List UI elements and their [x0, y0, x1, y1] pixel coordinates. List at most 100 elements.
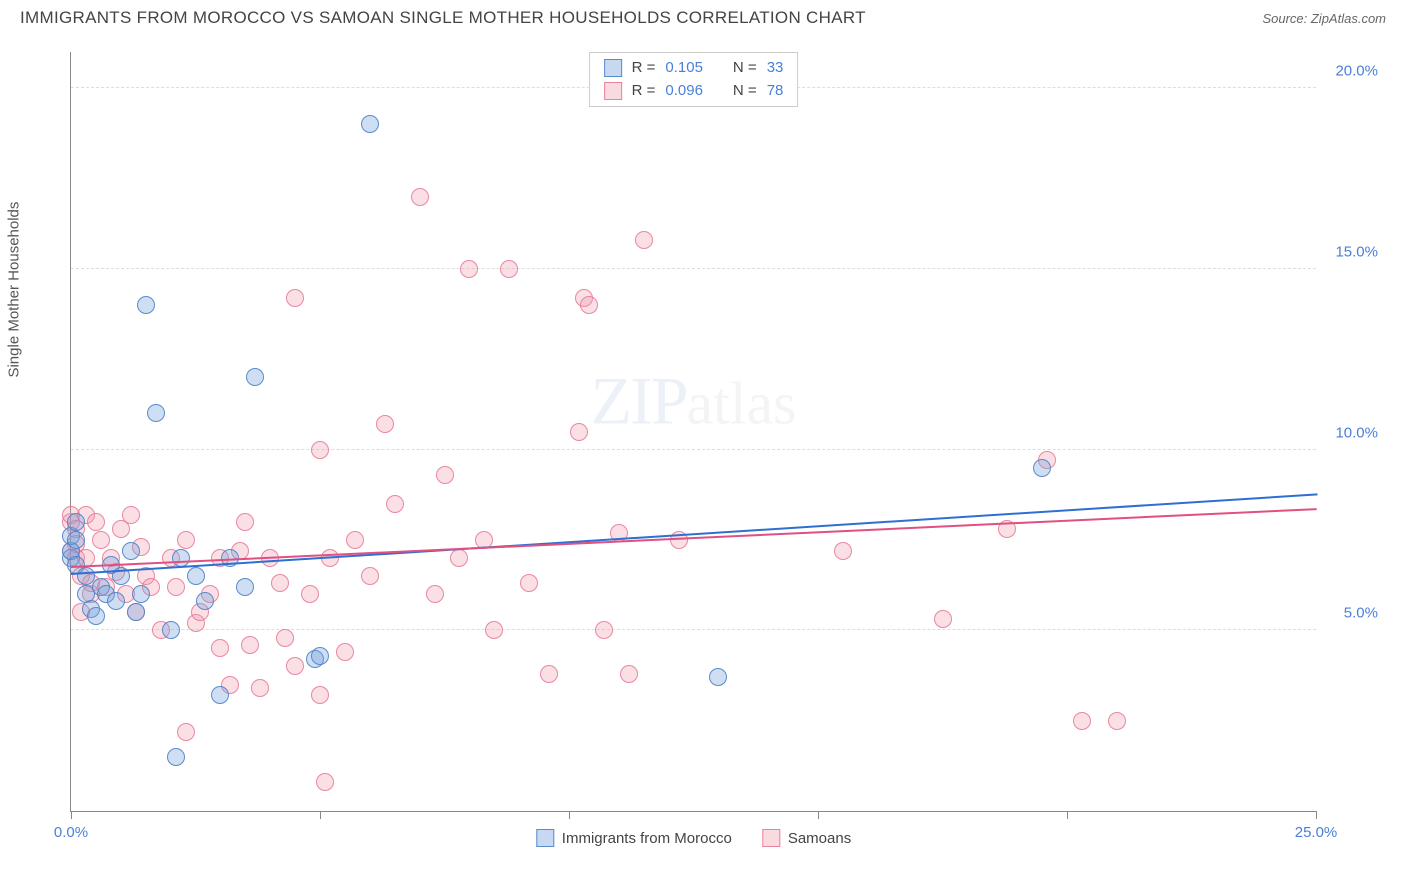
scatter-point	[386, 495, 404, 513]
scatter-point	[167, 578, 185, 596]
legend-label: Immigrants from Morocco	[562, 830, 732, 847]
scatter-point	[346, 531, 364, 549]
legend-swatch	[536, 829, 554, 847]
gridline	[71, 629, 1316, 630]
r-label: R =	[632, 57, 656, 80]
watermark-atlas: atlas	[687, 371, 797, 437]
legend-swatch	[604, 59, 622, 77]
correlation-legend: R =0.105N =33R = 0.096 N = 78	[589, 52, 799, 107]
source-label: Source: ZipAtlas.com	[1262, 11, 1386, 26]
x-tick-label: 0.0%	[54, 824, 88, 841]
r-value: 0.096	[665, 80, 703, 103]
chart-title: IMMIGRANTS FROM MOROCCO VS SAMOAN SINGLE…	[20, 8, 866, 28]
scatter-point	[635, 231, 653, 249]
legend-swatch	[604, 82, 622, 100]
scatter-point	[934, 610, 952, 628]
scatter-point	[540, 665, 558, 683]
scatter-point	[311, 441, 329, 459]
scatter-point	[709, 668, 727, 686]
scatter-point	[436, 466, 454, 484]
y-tick-label: 10.0%	[1335, 424, 1378, 441]
trend-line	[71, 508, 1317, 568]
legend-item: Immigrants from Morocco	[536, 829, 732, 847]
scatter-point	[301, 585, 319, 603]
scatter-point	[107, 592, 125, 610]
scatter-point	[376, 415, 394, 433]
scatter-point	[570, 423, 588, 441]
series-legend: Immigrants from Morocco Samoans	[536, 829, 851, 847]
legend-item: Samoans	[762, 829, 851, 847]
y-axis-label: Single Mother Households	[6, 202, 23, 378]
scatter-point	[246, 368, 264, 386]
scatter-point	[196, 592, 214, 610]
scatter-point	[87, 607, 105, 625]
scatter-point	[172, 549, 190, 567]
chart-container: Single Mother Households ZIPatlas 5.0%10…	[20, 42, 1386, 872]
scatter-point	[1033, 459, 1051, 477]
scatter-point	[311, 647, 329, 665]
scatter-point	[127, 603, 145, 621]
scatter-point	[211, 639, 229, 657]
watermark-zip: ZIP	[591, 363, 687, 439]
scatter-point	[336, 643, 354, 661]
scatter-point	[211, 686, 229, 704]
y-tick-label: 5.0%	[1344, 605, 1378, 622]
x-tick	[71, 811, 72, 819]
r-label: R =	[632, 80, 656, 103]
scatter-point	[271, 574, 289, 592]
legend-row: R = 0.096 N = 78	[604, 80, 784, 103]
scatter-point	[520, 574, 538, 592]
scatter-point	[87, 513, 105, 531]
watermark: ZIPatlas	[591, 362, 797, 441]
scatter-point	[316, 773, 334, 791]
x-tick	[569, 811, 570, 819]
scatter-point	[167, 748, 185, 766]
y-tick-label: 15.0%	[1335, 243, 1378, 260]
scatter-point	[187, 567, 205, 585]
scatter-point	[276, 629, 294, 647]
scatter-point	[147, 404, 165, 422]
scatter-point	[122, 506, 140, 524]
n-label: N =	[733, 57, 757, 80]
n-value: 78	[767, 80, 784, 103]
scatter-point	[122, 542, 140, 560]
scatter-point	[1108, 712, 1126, 730]
scatter-point	[500, 260, 518, 278]
scatter-point	[580, 296, 598, 314]
scatter-point	[236, 513, 254, 531]
scatter-point	[236, 578, 254, 596]
y-tick-label: 20.0%	[1335, 63, 1378, 80]
scatter-point	[67, 513, 85, 531]
scatter-point	[450, 549, 468, 567]
chart-header: IMMIGRANTS FROM MOROCCO VS SAMOAN SINGLE…	[0, 0, 1406, 32]
trend-line	[71, 494, 1317, 576]
legend-swatch	[762, 829, 780, 847]
n-label: N =	[733, 80, 757, 103]
scatter-point	[411, 188, 429, 206]
scatter-point	[132, 585, 150, 603]
legend-label: Samoans	[788, 830, 851, 847]
x-tick-label: 25.0%	[1295, 824, 1338, 841]
scatter-point	[162, 621, 180, 639]
scatter-point	[311, 686, 329, 704]
scatter-point	[286, 657, 304, 675]
scatter-point	[361, 567, 379, 585]
scatter-point	[361, 115, 379, 133]
x-tick	[1067, 811, 1068, 819]
scatter-point	[460, 260, 478, 278]
gridline	[71, 268, 1316, 269]
scatter-point	[251, 679, 269, 697]
scatter-point	[241, 636, 259, 654]
scatter-point	[177, 531, 195, 549]
scatter-point	[620, 665, 638, 683]
scatter-point	[67, 531, 85, 549]
x-tick	[1316, 811, 1317, 819]
legend-row: R =0.105N =33	[604, 57, 784, 80]
x-tick	[818, 811, 819, 819]
scatter-point	[1073, 712, 1091, 730]
scatter-point	[286, 289, 304, 307]
scatter-point	[177, 723, 195, 741]
scatter-point	[834, 542, 852, 560]
scatter-point	[595, 621, 613, 639]
plot-area: ZIPatlas 5.0%10.0%15.0%20.0%0.0%25.0%R =…	[70, 52, 1316, 812]
